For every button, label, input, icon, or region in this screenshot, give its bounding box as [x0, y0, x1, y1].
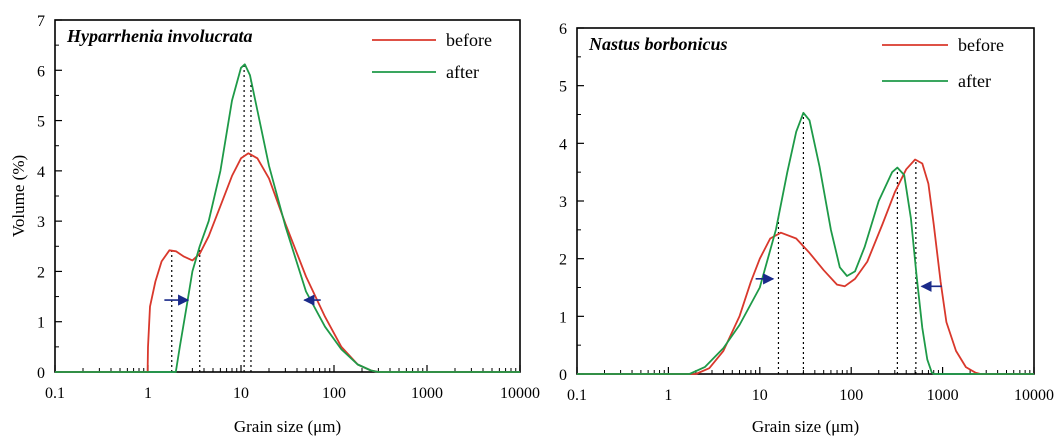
y-tick-label: 3 — [37, 214, 45, 231]
y-tick-label: 5 — [37, 114, 45, 131]
series-line-before — [55, 152, 520, 373]
y-tick-label: 5 — [559, 79, 567, 96]
x-axis-title: Grain size (μm) — [234, 417, 341, 436]
y-tick-label: 3 — [559, 194, 567, 211]
y-tick-label: 2 — [37, 264, 45, 281]
x-tick-label: 10000 — [1014, 387, 1054, 404]
series-line-after — [55, 63, 520, 373]
x-tick-label: 100 — [322, 385, 346, 402]
panel-title: Nastus borbonicus — [588, 34, 728, 54]
x-tick-label: 1000 — [927, 387, 959, 404]
legend-label-after: after — [958, 71, 991, 91]
x-tick-label: 1 — [144, 385, 152, 402]
y-tick-label: 6 — [559, 21, 567, 38]
x-tick-label: 0.1 — [45, 385, 65, 402]
chart-panel-right: 0.1 1 10 100 1000 10000 0 1 2 3 4 5 6 Grain size (μm)… — [559, 21, 1054, 436]
panel-title: Hyparrhenia involucrata — [66, 26, 253, 46]
y-axis-title: Volume (%) — [9, 155, 28, 237]
legend-label-before: before — [446, 30, 492, 50]
x-tick-label: 10 — [752, 387, 768, 404]
y-tick-label: 1 — [559, 309, 567, 326]
x-tick-label: 1000 — [411, 385, 443, 402]
y-tick-label: 1 — [37, 315, 45, 332]
y-tick-label: 0 — [559, 367, 567, 384]
x-tick-label: 10 — [233, 385, 249, 402]
x-tick-label: 1 — [664, 387, 672, 404]
y-tick-label: 6 — [37, 63, 45, 80]
y-tick-label: 2 — [559, 252, 567, 269]
y-tick-label: 4 — [37, 164, 45, 181]
x-tick-label: 100 — [839, 387, 863, 404]
x-tick-label: 10000 — [500, 385, 540, 402]
x-tick-label: 0.1 — [567, 387, 587, 404]
series-line-after — [577, 111, 1034, 375]
y-tick-label: 7 — [37, 13, 45, 30]
legend-label-before: before — [958, 35, 1004, 55]
legend-label-after: after — [446, 62, 479, 82]
chart-panel-left: 0.1 1 10 100 1000 10000 0 1 2 3 4 5 6 7 Grain size (μm… — [9, 13, 540, 436]
y-tick-label: 4 — [559, 136, 567, 153]
y-tick-label: 0 — [37, 365, 45, 382]
series-line-before — [577, 158, 1034, 375]
x-axis-title: Grain size (μm) — [752, 417, 859, 436]
